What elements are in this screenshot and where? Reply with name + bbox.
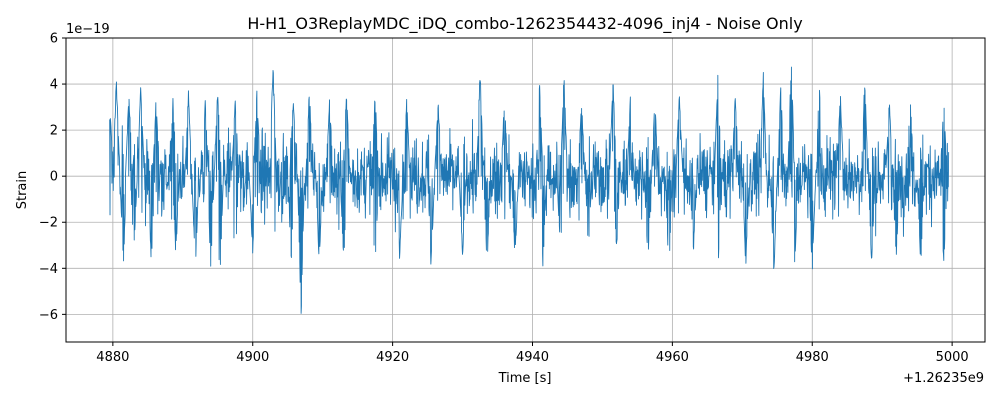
x-axis-offset-label: +1.26235e9: [903, 371, 984, 386]
chart-title: H-H1_O3ReplayMDC_iDQ_combo-1262354432-40…: [247, 14, 802, 34]
y-tick-label: −2: [39, 216, 58, 231]
x-tick-label: 4940: [516, 350, 549, 365]
y-tick-label: 0: [50, 170, 58, 185]
series-strain: [109, 66, 950, 314]
y-tick-label: 6: [50, 32, 58, 47]
plot-area-frame: [65, 37, 986, 343]
y-tick-label: 4: [50, 78, 58, 93]
y-axis-title: Strain: [15, 171, 30, 210]
y-tick-label: 2: [50, 124, 58, 139]
x-tick-label: 5000: [936, 350, 969, 365]
x-axis-title: Time [s]: [498, 371, 552, 386]
x-tick-label: 4880: [96, 350, 129, 365]
x-tick-label: 4980: [796, 350, 829, 365]
y-tick-label: −6: [39, 308, 58, 323]
x-axis-ticks: 4880 4900 4920 4940 4960 4980 5000: [96, 342, 969, 365]
y-axis-ticks: −6 −4 −2 0 2 4 6: [39, 32, 66, 323]
x-tick-label: 4900: [236, 350, 269, 365]
y-tick-label: −4: [39, 262, 58, 277]
x-tick-label: 4960: [656, 350, 689, 365]
y-axis-scale-label: 1e−19: [66, 22, 110, 37]
strain-series-line: [109, 66, 950, 314]
x-tick-label: 4920: [376, 350, 409, 365]
